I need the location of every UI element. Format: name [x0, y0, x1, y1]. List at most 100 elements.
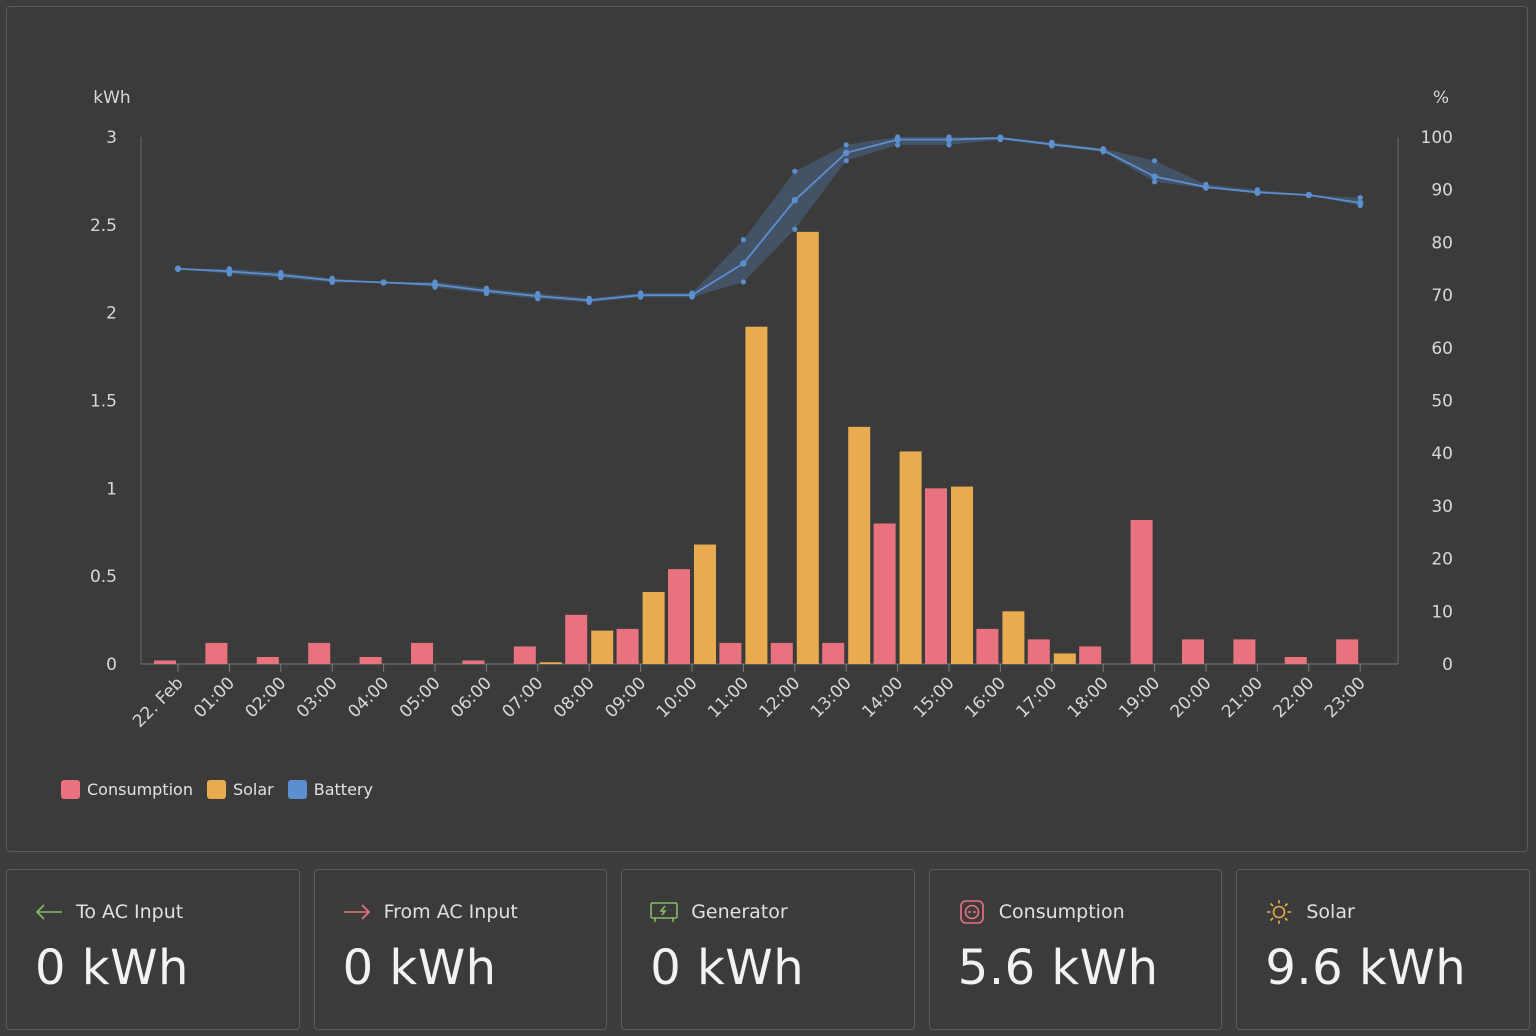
- battery-point: [791, 197, 798, 204]
- bar-consumption: [462, 660, 485, 664]
- arrow-right-icon: [342, 899, 372, 925]
- battery-max-point: [535, 290, 541, 297]
- bar-consumption: [719, 642, 742, 664]
- x-tick-label: 13:00: [807, 673, 856, 722]
- x-tick-label: 23:00: [1321, 673, 1370, 722]
- x-tick-label: 21:00: [1218, 673, 1267, 722]
- bar-consumption: [770, 642, 793, 664]
- summary-cards: To AC Input 0 kWh From AC Input 0 kWh Ge…: [6, 869, 1530, 1030]
- card-from-ac-input: From AC Input 0 kWh: [313, 869, 608, 1030]
- y-tick-right: 80: [1431, 233, 1453, 253]
- outlet-icon: [957, 899, 987, 925]
- battery-max-point: [483, 285, 489, 291]
- x-tick-label: 05:00: [396, 673, 445, 722]
- battery-point: [380, 279, 387, 286]
- card-value: 0 kWh: [342, 940, 497, 996]
- x-tick-label: 11:00: [704, 673, 753, 722]
- bar-consumption: [359, 656, 382, 664]
- x-tick-label: 07:00: [499, 673, 548, 722]
- bar-solar: [951, 486, 973, 664]
- battery-range-band: [178, 137, 1361, 303]
- battery-max-point: [689, 290, 695, 296]
- battery-min-point: [740, 279, 747, 285]
- battery-min-point: [1152, 179, 1158, 185]
- battery-min-point: [946, 142, 952, 148]
- x-tick-label: 10:00: [653, 673, 702, 722]
- legend-swatch-solar: [206, 780, 226, 799]
- legend-item-consumption[interactable]: Consumption: [61, 780, 193, 799]
- x-tick-label: 19:00: [1115, 673, 1164, 722]
- battery-min-point: [638, 294, 644, 300]
- y-tick-right: 90: [1431, 181, 1453, 201]
- bar-consumption: [411, 642, 433, 664]
- bar-consumption: [1027, 639, 1050, 664]
- y-tick-left: 1: [106, 479, 117, 499]
- battery-max-point: [1049, 139, 1055, 145]
- y-tick-right: 30: [1431, 497, 1453, 517]
- bar-consumption: [1182, 639, 1204, 664]
- bar-solar: [694, 544, 716, 664]
- battery-max-point: [638, 290, 644, 296]
- y-tick-right: 50: [1431, 392, 1453, 412]
- battery-min-point: [1049, 143, 1055, 149]
- bar-consumption: [925, 488, 947, 664]
- bar-consumption: [1079, 646, 1102, 664]
- y-tick-left: 0.5: [90, 567, 117, 587]
- bar-consumption: [256, 656, 279, 664]
- x-tick-label: 20:00: [1167, 673, 1216, 722]
- legend-item-solar[interactable]: Solar: [206, 780, 274, 799]
- card-solar: Solar 9.6 kWh: [1236, 869, 1530, 1030]
- battery-line: [177, 137, 1361, 302]
- bar-consumption: [565, 614, 588, 664]
- y-tick-right: 0: [1442, 655, 1453, 675]
- energy-chart: kWh %00.511.522.5301020304050607080901002…: [90, 88, 1453, 732]
- battery-point: [174, 265, 182, 272]
- y-tick-right: 70: [1431, 286, 1453, 306]
- legend-item-battery[interactable]: Battery: [287, 780, 373, 799]
- bar-solar: [1002, 611, 1025, 664]
- legend-swatch-consumption: [61, 780, 80, 799]
- battery-point: [1151, 173, 1158, 180]
- card-value: 5.6 kWh: [957, 940, 1159, 996]
- x-tick-label: 22:00: [1270, 673, 1319, 722]
- y-tick-left: 2: [106, 304, 117, 324]
- card-label: Solar: [1306, 901, 1355, 923]
- bar-consumption: [668, 569, 690, 664]
- x-tick-label: 09:00: [601, 673, 650, 722]
- x-tick-label: 01:00: [190, 673, 239, 722]
- bar-solar: [642, 591, 665, 664]
- y-axis-left-unit: kWh: [93, 88, 130, 108]
- bar-solar: [899, 451, 922, 664]
- battery-min-point: [329, 279, 335, 286]
- battery-min-point: [997, 137, 1004, 143]
- y-tick-left: 3: [106, 128, 117, 148]
- battery-min-point: [843, 158, 849, 164]
- battery-min-point: [535, 296, 541, 302]
- battery-max-point: [843, 142, 849, 148]
- battery-max-point: [946, 134, 952, 140]
- battery-min-point: [1357, 202, 1363, 209]
- y-tick-left: 0: [106, 655, 117, 675]
- x-tick-label: 15:00: [910, 673, 959, 722]
- bar-consumption: [1130, 519, 1153, 664]
- sun-icon: [1264, 899, 1294, 925]
- battery-min-point: [1203, 185, 1209, 191]
- legend-label-consumption: Consumption: [87, 780, 193, 799]
- chart-legend: Consumption Solar Battery: [61, 780, 373, 799]
- x-tick-label: 02:00: [242, 673, 291, 722]
- card-value: 9.6 kWh: [1265, 940, 1467, 996]
- bar-consumption: [154, 660, 176, 664]
- bar-solar: [1053, 653, 1076, 664]
- battery-min-point: [432, 284, 438, 290]
- battery-max-point: [586, 295, 592, 301]
- bar-consumption: [873, 523, 896, 664]
- battery-max-point: [1203, 181, 1209, 188]
- chart-panel: kWh% 0 0.5 1 1.5 2 2.5 3 0 10 20 30 40 50 60 70 80 90 100 2…: [6, 6, 1528, 852]
- legend-label-solar: Solar: [232, 780, 274, 799]
- y-tick-right: 20: [1431, 550, 1453, 570]
- y-tick-left: 2.5: [90, 216, 117, 236]
- x-tick-label: 18:00: [1064, 673, 1113, 722]
- y-tick-right: 60: [1431, 339, 1453, 359]
- x-tick-label: 22. Feb: [129, 673, 187, 731]
- battery-min-point: [792, 226, 798, 232]
